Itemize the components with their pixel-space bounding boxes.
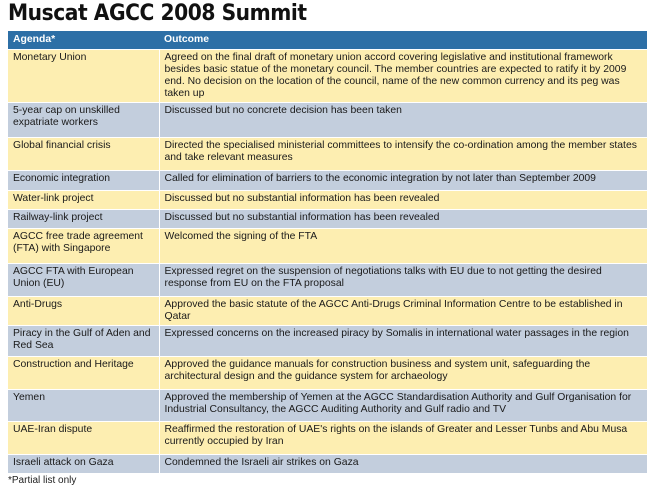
table-row: Yemen Approved the membership of Yemen a… xyxy=(8,389,647,422)
agenda-cell: UAE-Iran dispute xyxy=(8,421,160,455)
agenda-cell: Monetary Union xyxy=(8,49,160,103)
page-title: Muscat AGCC 2008 Summit xyxy=(8,1,307,26)
outcome-cell: Condemned the Israeli air strikes on Gaz… xyxy=(159,454,647,474)
outcome-cell: Welcomed the signing of the FTA xyxy=(159,228,647,264)
table-header-row: Agenda* Outcome xyxy=(8,31,647,50)
agenda-cell: Yemen xyxy=(8,389,160,422)
outcome-cell: Expressed concerns on the increased pira… xyxy=(159,325,647,357)
table-row: Israeli attack on Gaza Condemned the Isr… xyxy=(8,454,647,474)
table-row: AGCC free trade agreement (FTA) with Sin… xyxy=(8,228,647,264)
table-row: 5-year cap on unskilled expatriate worke… xyxy=(8,102,647,138)
table-row: Construction and Heritage Approved the g… xyxy=(8,356,647,390)
summit-agenda-table: Agenda* Outcome Monetary Union Agreed on… xyxy=(8,31,647,474)
outcome-cell: Discussed but no substantial information… xyxy=(159,209,647,229)
outcome-cell: Directed the specialised ministerial com… xyxy=(159,137,647,171)
outcome-cell: Approved the guidance manuals for constr… xyxy=(159,356,647,390)
table-row: Global financial crisis Directed the spe… xyxy=(8,137,647,171)
outcome-column-header: Outcome xyxy=(159,31,647,50)
outcome-cell: Called for elimination of barriers to th… xyxy=(159,170,647,191)
footnote: *Partial list only xyxy=(8,475,77,486)
agenda-cell: 5-year cap on unskilled expatriate worke… xyxy=(8,102,160,138)
outcome-cell: Discussed but no concrete decision has b… xyxy=(159,102,647,138)
agenda-cell: AGCC free trade agreement (FTA) with Sin… xyxy=(8,228,160,264)
table-row: Water-link project Discussed but no subs… xyxy=(8,190,647,210)
table-row: Piracy in the Gulf of Aden and Red Sea E… xyxy=(8,325,647,357)
agenda-cell: Anti-Drugs xyxy=(8,296,160,326)
agenda-cell: Railway-link project xyxy=(8,209,160,229)
table-row: Railway-link project Discussed but no su… xyxy=(8,209,647,229)
agenda-cell: Construction and Heritage xyxy=(8,356,160,390)
agenda-cell: Israeli attack on Gaza xyxy=(8,454,160,474)
outcome-cell: Expressed regret on the suspension of ne… xyxy=(159,263,647,297)
agenda-cell: Piracy in the Gulf of Aden and Red Sea xyxy=(8,325,160,357)
agenda-cell: Water-link project xyxy=(8,190,160,210)
table-row: Anti-Drugs Approved the basic statute of… xyxy=(8,296,647,326)
table-row: Economic integration Called for eliminat… xyxy=(8,170,647,191)
agenda-column-header: Agenda* xyxy=(8,31,159,50)
agenda-cell: Economic integration xyxy=(8,170,160,191)
outcome-cell: Discussed but no substantial information… xyxy=(159,190,647,210)
table-row: AGCC FTA with European Union (EU) Expres… xyxy=(8,263,647,297)
agenda-cell: Global financial crisis xyxy=(8,137,160,171)
outcome-cell: Approved the basic statute of the AGCC A… xyxy=(159,296,647,326)
outcome-cell: Agreed on the final draft of monetary un… xyxy=(159,49,647,103)
outcome-cell: Approved the membership of Yemen at the … xyxy=(159,389,647,422)
table-row: Monetary Union Agreed on the final draft… xyxy=(8,49,647,103)
table-row: UAE-Iran dispute Reaffirmed the restorat… xyxy=(8,421,647,455)
outcome-cell: Reaffirmed the restoration of UAE's righ… xyxy=(159,421,647,455)
agenda-cell: AGCC FTA with European Union (EU) xyxy=(8,263,160,297)
